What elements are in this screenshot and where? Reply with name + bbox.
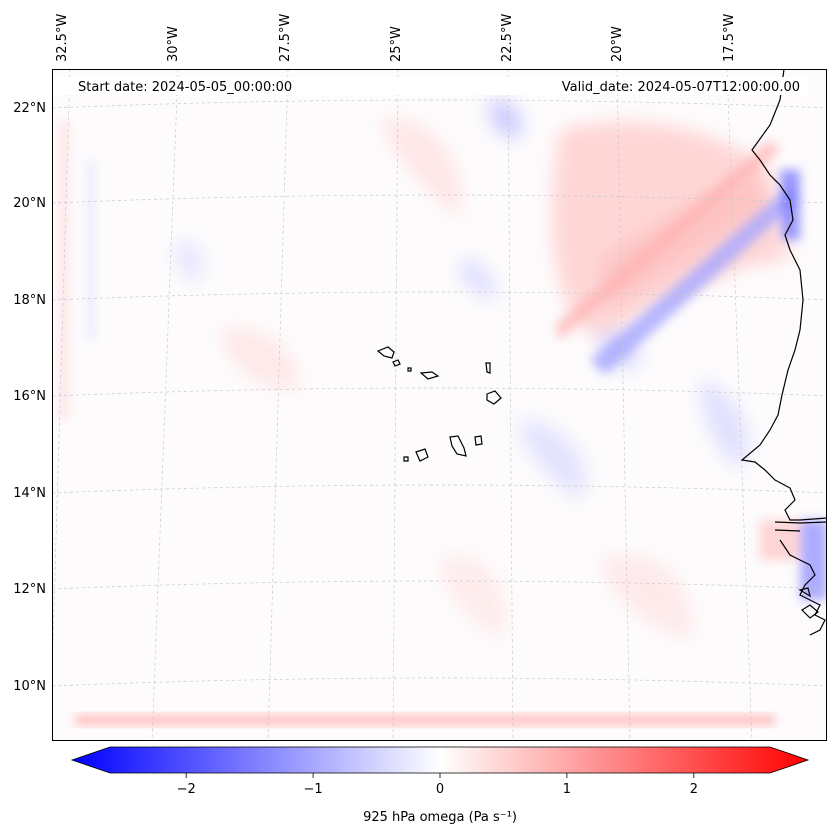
start-date-label: Start date: 2024-05-05_00:00:00 bbox=[78, 80, 292, 95]
valid-date-label: Valid_date: 2024-05-07T12:00:00.00 bbox=[562, 80, 800, 95]
colorbar-ticks bbox=[185, 773, 695, 778]
lon-label-27.5W: 27.5°W bbox=[278, 14, 293, 62]
island-sao-vicente bbox=[392, 359, 401, 367]
colorbar-tick-label-minus1: −1 bbox=[303, 782, 322, 797]
lon-label-20W: 20°W bbox=[610, 26, 625, 62]
lat-label-16N: 16°N bbox=[13, 389, 46, 404]
bissagos-islands bbox=[801, 604, 819, 619]
colorbar-label: 925 hPa omega (Pa s⁻¹) bbox=[363, 810, 517, 825]
lon-label-32.5W: 32.5°W bbox=[55, 14, 70, 62]
island-santo-antao bbox=[376, 346, 395, 359]
lat-label-20N: 20°N bbox=[13, 196, 46, 211]
gridline-lat-16 bbox=[52, 387, 827, 397]
lon-label-17.5W: 17.5°W bbox=[722, 14, 737, 62]
gridline-lon-30 bbox=[151, 69, 179, 741]
island-santa-luzia bbox=[407, 367, 412, 372]
gridline-lon-20 bbox=[616, 69, 631, 741]
gridline-lat-10 bbox=[52, 677, 827, 687]
gambia-coastline bbox=[774, 521, 827, 532]
lon-label-30W: 30°W bbox=[166, 26, 181, 62]
colorbar-tick-label-minus2: −2 bbox=[177, 782, 196, 797]
island-sal bbox=[485, 362, 491, 374]
map-panel: Start date: 2024-05-05_00:00:00 Valid_da… bbox=[52, 69, 827, 741]
gridlines bbox=[52, 69, 827, 741]
lat-label-14N: 14°N bbox=[13, 486, 46, 501]
gridline-lat-12 bbox=[52, 580, 827, 590]
gridline-lat-20 bbox=[52, 194, 827, 204]
island-santiago bbox=[449, 435, 467, 457]
longitude-labels: 32.5°W 30°W 27.5°W 25°W 22.5°W 20°W 17.5… bbox=[55, 14, 737, 62]
gridline-lat-18 bbox=[52, 291, 827, 301]
map-frame bbox=[52, 69, 827, 741]
island-sao-nicolau bbox=[419, 371, 440, 380]
annotation-strip bbox=[52, 77, 808, 95]
colorbar-tick-label-0: 0 bbox=[436, 782, 444, 797]
island-brava bbox=[403, 456, 409, 462]
lon-label-25W: 25°W bbox=[389, 26, 404, 62]
island-fogo bbox=[415, 448, 429, 462]
colorbar-tick-label-1: 1 bbox=[563, 782, 571, 797]
latitude-labels: 22°N 20°N 18°N 16°N 14°N 12°N 10°N bbox=[13, 101, 46, 694]
bissagos-island-2 bbox=[798, 587, 811, 598]
gridline-lon-22.5 bbox=[507, 69, 514, 741]
guinea-bissau-coastline bbox=[779, 539, 826, 636]
gridline-lat-14 bbox=[52, 484, 827, 494]
colorbar-outline bbox=[70, 746, 810, 774]
gridline-lon-17.5 bbox=[726, 69, 753, 741]
lat-label-10N: 10°N bbox=[13, 679, 46, 694]
colorbar: −2 −1 0 1 2 925 hPa omega (Pa s⁻¹) bbox=[70, 746, 810, 825]
lat-label-12N: 12°N bbox=[13, 582, 46, 597]
africa-coastline bbox=[740, 69, 827, 521]
lat-label-18N: 18°N bbox=[13, 293, 46, 308]
lon-label-22.5W: 22.5°W bbox=[500, 14, 515, 62]
island-boa-vista bbox=[486, 390, 502, 405]
gridline-lon-32.5 bbox=[52, 69, 71, 686]
colorbar-fill bbox=[72, 747, 808, 773]
coastlines bbox=[376, 69, 827, 636]
lat-label-22N: 22°N bbox=[13, 101, 46, 116]
island-maio bbox=[474, 435, 483, 446]
colorbar-tick-label-2: 2 bbox=[690, 782, 698, 797]
gridline-lon-25 bbox=[392, 69, 399, 741]
gridline-lat-22 bbox=[52, 99, 827, 109]
gridline-lon-27.5 bbox=[267, 69, 289, 741]
